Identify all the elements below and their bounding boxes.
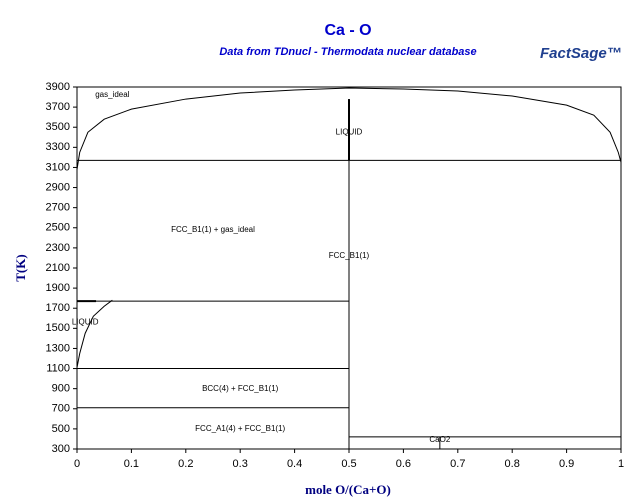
x-tick-label: 0.4 (287, 458, 302, 470)
y-tick-label: 1100 (46, 362, 70, 374)
region-label: FCC_B1(1) + gas_ideal (171, 225, 255, 234)
y-tick-label: 2900 (46, 181, 70, 193)
region-label: LIQUID (336, 127, 363, 136)
x-tick-label: 0.1 (124, 458, 139, 470)
y-tick-label: 700 (52, 403, 70, 415)
region-label: FCC_B1(1) (329, 251, 370, 260)
y-tick-label: 3300 (46, 141, 70, 153)
x-tick-label: 0.9 (559, 458, 574, 470)
y-tick-label: 1500 (46, 322, 70, 334)
region-label: BCC(4) + FCC_B1(1) (202, 384, 279, 393)
x-tick-label: 0.8 (505, 458, 520, 470)
x-tick-label: 0.6 (396, 458, 411, 470)
y-tick-label: 900 (52, 383, 70, 395)
y-tick-label: 3700 (46, 101, 70, 113)
phase-boundary (76, 87, 622, 170)
x-tick-label: 0 (74, 458, 80, 470)
x-tick-label: 0.7 (450, 458, 465, 470)
x-tick-label: 0.5 (341, 458, 356, 470)
y-tick-label: 1900 (46, 282, 70, 294)
chart-title: Ca - O (324, 22, 371, 39)
y-tick-label: 3100 (46, 161, 70, 173)
x-tick-label: 0.3 (233, 458, 248, 470)
region-label: CaO2 (429, 435, 450, 444)
phase-boundary (76, 299, 113, 368)
y-tick-label: 300 (52, 443, 70, 455)
x-tick-label: 0.2 (178, 458, 193, 470)
y-tick-label: 2100 (46, 262, 70, 274)
y-tick-label: 1300 (46, 342, 70, 354)
x-axis-label: mole O/(Ca+O) (305, 482, 391, 497)
region-label: FCC_A1(4) + FCC_B1(1) (195, 424, 285, 433)
region-label: LIQUID (72, 317, 99, 326)
y-tick-label: 1700 (46, 302, 70, 314)
y-axis-label: T(K) (13, 254, 28, 281)
chart-subtitle: Data from TDnucl - Thermodata nuclear da… (219, 46, 476, 58)
y-tick-label: 3500 (46, 121, 70, 133)
logo: FactSage™ (540, 45, 622, 62)
x-tick-label: 1 (618, 458, 624, 470)
y-tick-label: 2700 (46, 202, 70, 214)
region-label: gas_ideal (95, 90, 129, 99)
y-tick-label: 500 (52, 423, 70, 435)
y-tick-label: 3900 (46, 81, 70, 93)
y-tick-label: 2300 (46, 242, 70, 254)
y-tick-label: 2500 (46, 222, 70, 234)
